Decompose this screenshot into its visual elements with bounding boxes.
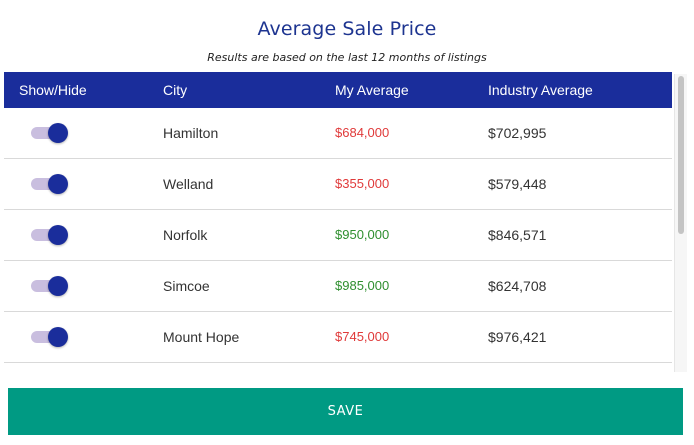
my-average-cell: $985,000 [335, 278, 390, 293]
industry-average-cell: $976,421 [488, 329, 547, 345]
column-header-show-hide: Show/Hide [19, 82, 87, 98]
show-hide-toggle[interactable] [31, 123, 71, 143]
toggle-knob [48, 225, 68, 245]
city-cell: Welland [163, 176, 214, 192]
table-row: Mount Hope $745,000 $976,421 [4, 312, 672, 363]
my-average-cell: $745,000 [335, 329, 390, 344]
page-title: Average Sale Price [257, 18, 437, 40]
industry-average-cell: $846,571 [488, 227, 547, 243]
industry-average-cell: $624,708 [488, 278, 547, 294]
column-header-my-average: My Average [335, 82, 409, 98]
table-row: Simcoe $985,000 $624,708 [4, 261, 672, 312]
my-average-cell: $950,000 [335, 227, 390, 242]
price-table: Show/Hide City My Average Industry Avera… [4, 72, 672, 372]
column-header-industry-average: Industry Average [488, 82, 593, 98]
toggle-knob [48, 123, 68, 143]
show-hide-toggle[interactable] [31, 174, 71, 194]
city-cell: Mount Hope [163, 329, 240, 345]
city-cell: Norfolk [163, 227, 208, 243]
show-hide-toggle[interactable] [31, 225, 71, 245]
table-scrollbar[interactable] [674, 74, 687, 372]
table-row: Norfolk $950,000 $846,571 [4, 210, 672, 261]
save-button[interactable]: SAVE [8, 388, 683, 435]
show-hide-toggle[interactable] [31, 327, 71, 347]
city-cell: Simcoe [163, 278, 210, 294]
table-row: Welland $355,000 $579,448 [4, 159, 672, 210]
show-hide-toggle[interactable] [31, 276, 71, 296]
my-average-cell: $684,000 [335, 125, 390, 140]
column-header-city: City [163, 82, 188, 98]
city-cell: Hamilton [163, 125, 219, 141]
table-row: Hamilton $684,000 $702,995 [4, 108, 672, 159]
toggle-knob [48, 327, 68, 347]
my-average-cell: $355,000 [335, 176, 390, 191]
industry-average-cell: $579,448 [488, 176, 547, 192]
scrollbar-thumb[interactable] [678, 76, 684, 234]
toggle-knob [48, 276, 68, 296]
table-header: Show/Hide City My Average Industry Avera… [4, 72, 672, 108]
industry-average-cell: $702,995 [488, 125, 547, 141]
page-subtitle: Results are based on the last 12 months … [207, 51, 487, 64]
toggle-knob [48, 174, 68, 194]
